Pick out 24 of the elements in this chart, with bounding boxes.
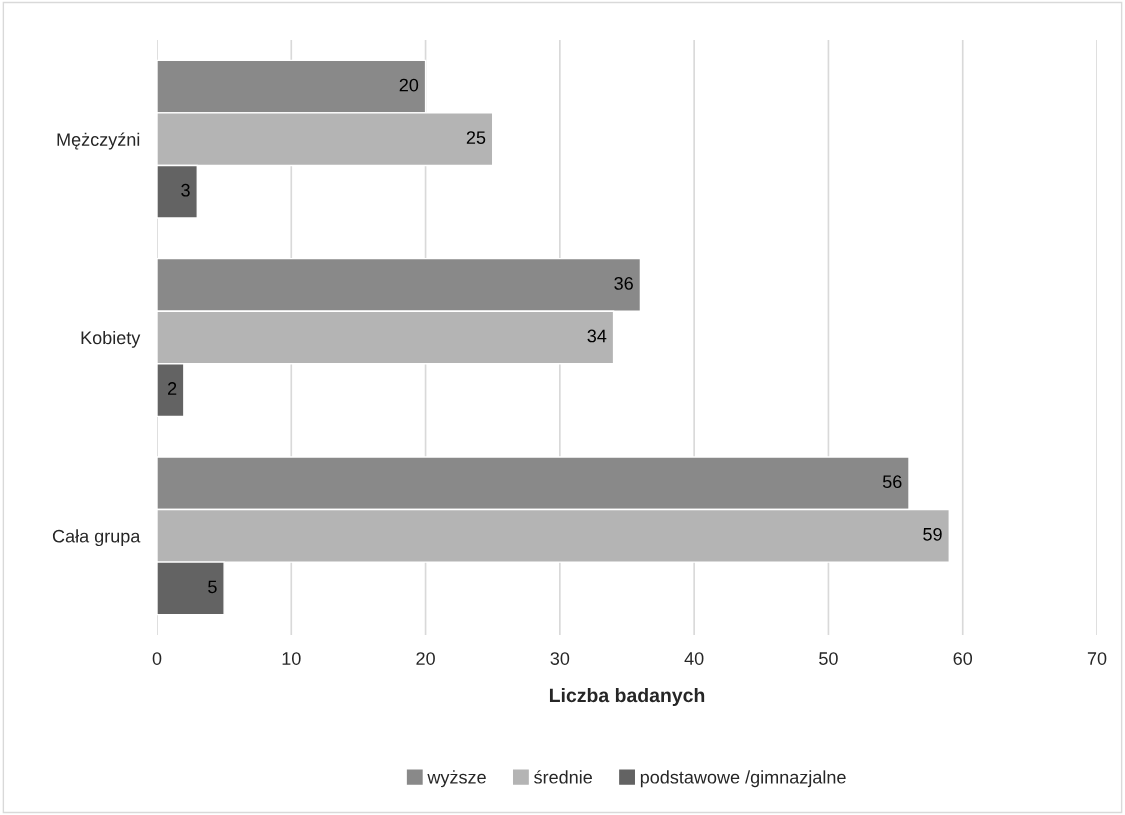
data-label: 3	[181, 183, 190, 197]
x-tick-label: 0	[152, 652, 162, 665]
data-label: 36	[614, 277, 633, 290]
legend-label: podstawowe /gimnazjalne	[640, 770, 846, 788]
y-tick-label: Mężczyźni	[57, 132, 140, 150]
data-label: 25	[466, 131, 486, 145]
x-tick-label: 20	[416, 652, 435, 665]
x-tick-label: 60	[953, 652, 973, 665]
x-tick-label: 30	[550, 652, 570, 665]
data-label: 5	[208, 580, 217, 594]
data-label: 59	[923, 527, 942, 541]
data-label: 56	[882, 475, 902, 489]
data-label: 34	[587, 329, 607, 343]
x-tick-label: 50	[819, 652, 838, 665]
x-tick-label: 70	[1087, 652, 1107, 665]
y-tick-label: Cała grupa	[52, 529, 141, 547]
y-tick-label: Kobiety	[81, 330, 141, 348]
data-label: 2	[168, 382, 177, 395]
x-tick-label: 40	[684, 652, 704, 665]
x-tick-label: 10	[282, 652, 301, 665]
data-label: 20	[399, 78, 419, 92]
x-axis-title: Liczba badanych	[549, 687, 705, 707]
legend-label: wyższe	[427, 770, 486, 788]
legend-label: średnie	[534, 770, 592, 784]
